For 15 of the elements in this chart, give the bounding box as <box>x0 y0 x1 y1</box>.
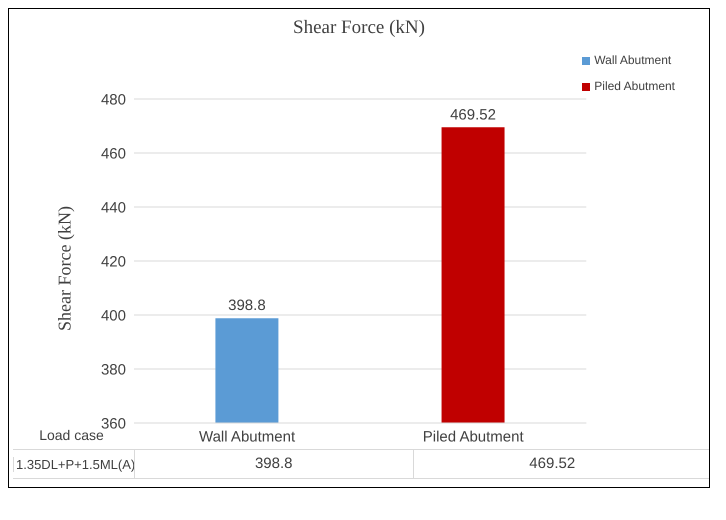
legend-label: Piled Abutment <box>594 79 675 93</box>
y-tick-label: 440 <box>100 199 126 216</box>
chart-title: Shear Force (kN) <box>292 17 426 39</box>
y-tick-label: 460 <box>100 145 126 162</box>
y-tick-label: 400 <box>100 307 126 324</box>
legend-label: Wall Abutment <box>594 53 672 67</box>
y-tick-label: 420 <box>100 253 126 270</box>
data-label: 469.52 <box>450 106 496 124</box>
y-tick-label: 480 <box>100 91 126 108</box>
data-label: 398.8 <box>228 297 266 314</box>
y-tick-label: 380 <box>100 361 126 378</box>
y-axis-title: Shear Force (kN) <box>54 206 74 331</box>
text: 1.35DL+P+1.5ML(A) <box>13 456 136 472</box>
text: 469.52 <box>412 450 691 478</box>
text: 398.8 <box>134 450 412 478</box>
